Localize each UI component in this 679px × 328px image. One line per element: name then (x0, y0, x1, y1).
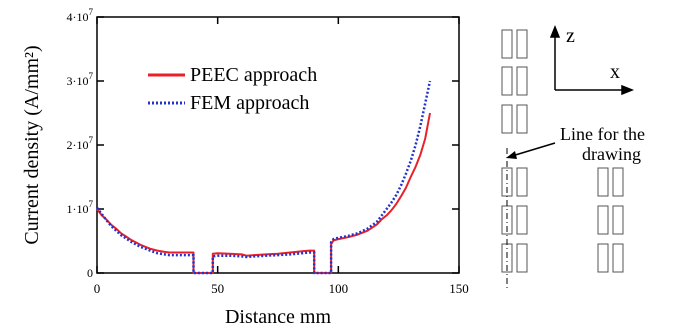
conductor (516, 104, 528, 134)
y-tick-label: 1·107 (67, 199, 94, 216)
conductor (501, 29, 513, 59)
coordinate-axes (549, 24, 635, 96)
x-axis-letter: x (610, 61, 620, 83)
y-axis-label: Current density (A/mm²) (21, 45, 43, 244)
x-axis-ticks: 0 50 100 150 (94, 17, 469, 296)
conductor (516, 167, 528, 197)
x-tick-label: 100 (329, 281, 349, 296)
conductor (597, 205, 609, 235)
z-arrowhead (549, 24, 561, 38)
conductor (501, 104, 513, 134)
y-tick-label: 0 (87, 266, 93, 280)
conductor (597, 167, 609, 197)
x-axis-label: Distance mm (225, 306, 332, 328)
conductor-group-lower-left (501, 167, 528, 273)
series-layer (95, 80, 432, 275)
conductor (516, 243, 528, 273)
conductor (612, 243, 624, 273)
legend-label-fem: FEM approach (190, 92, 309, 114)
legend-label-peec: PEEC approach (190, 64, 317, 86)
schematic: z x Line for the drawing (501, 24, 649, 290)
plot-frame (96, 16, 460, 274)
conductor (501, 66, 513, 96)
z-axis-letter: z (566, 25, 575, 47)
y-axis-ticks: 0 1·107 2·107 3·107 4·107 (67, 7, 459, 280)
annotation-text: Line for the drawing (560, 124, 649, 164)
conductor (612, 205, 624, 235)
x-tick-label: 50 (211, 281, 224, 296)
y-tick-label: 3·107 (67, 71, 94, 88)
legend: PEEC approach FEM approach (148, 64, 317, 114)
conductor (597, 243, 609, 273)
conductor (612, 167, 624, 197)
y-tick-label: 2·107 (67, 135, 94, 152)
x-arrowhead (621, 84, 635, 96)
annotation-arrow (511, 142, 556, 157)
conductor-group-lower-right (597, 167, 624, 273)
conductor (516, 29, 528, 59)
conductor (516, 66, 528, 96)
series-line-peec (96, 112, 431, 274)
y-tick-label: 4·107 (67, 7, 94, 24)
conductor-group-upper (501, 29, 528, 134)
x-tick-label: 0 (94, 281, 101, 296)
conductor (516, 205, 528, 235)
series-line-fem (95, 80, 432, 275)
annotation-arrowhead (506, 151, 517, 159)
x-tick-label: 150 (449, 281, 469, 296)
